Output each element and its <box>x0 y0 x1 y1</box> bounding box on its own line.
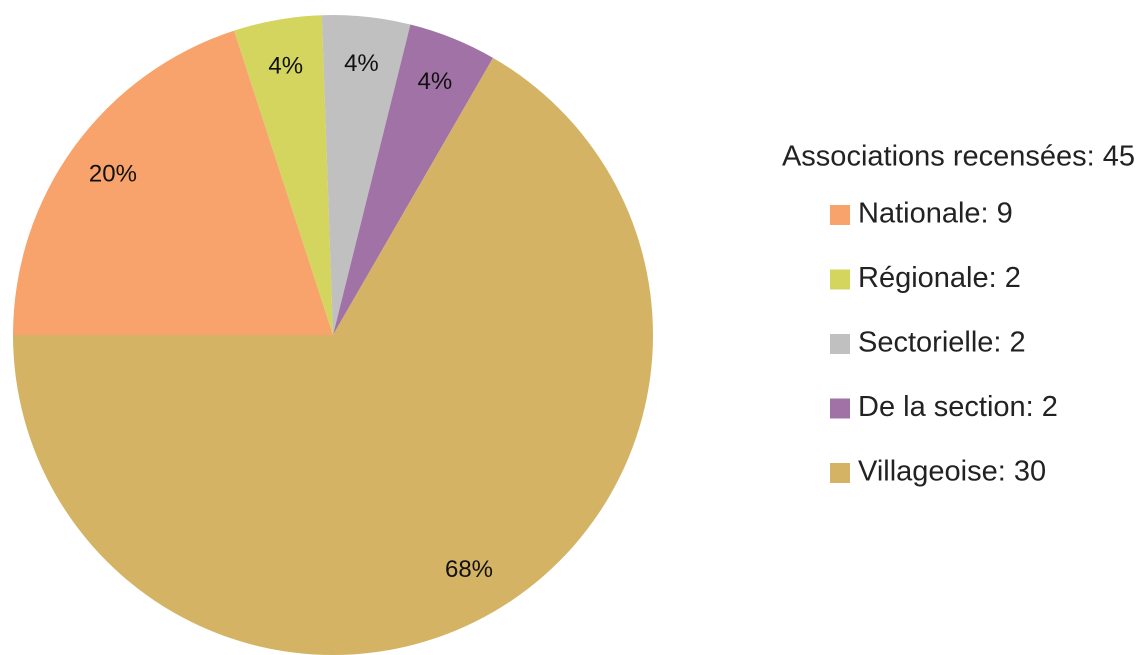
slice-label: 4% <box>418 68 453 95</box>
legend-swatch <box>830 463 850 483</box>
slice-label: 20% <box>89 160 137 187</box>
legend-label: De la section: 2 <box>858 391 1058 423</box>
legend-swatch <box>830 334 850 354</box>
legend-title: Associations recensées: 45 <box>782 141 1135 173</box>
pie-slice <box>234 15 333 335</box>
legend-label: Sectorielle: 2 <box>858 327 1026 359</box>
legend-swatch <box>830 269 850 290</box>
slice-label: 4% <box>268 52 303 79</box>
legend-swatch <box>830 205 850 225</box>
legend-label: Villageoise: 30 <box>858 456 1046 488</box>
legend-swatch <box>830 398 850 419</box>
pie-slice <box>13 30 333 335</box>
slice-label: 68% <box>445 556 493 583</box>
slice-label: 4% <box>344 50 379 77</box>
pie-slice <box>333 24 493 335</box>
pie-slice <box>321 15 411 336</box>
legend-label: Nationale: 9 <box>858 198 1013 230</box>
pie-slice <box>13 57 653 655</box>
legend-label: Régionale: 2 <box>858 262 1021 294</box>
